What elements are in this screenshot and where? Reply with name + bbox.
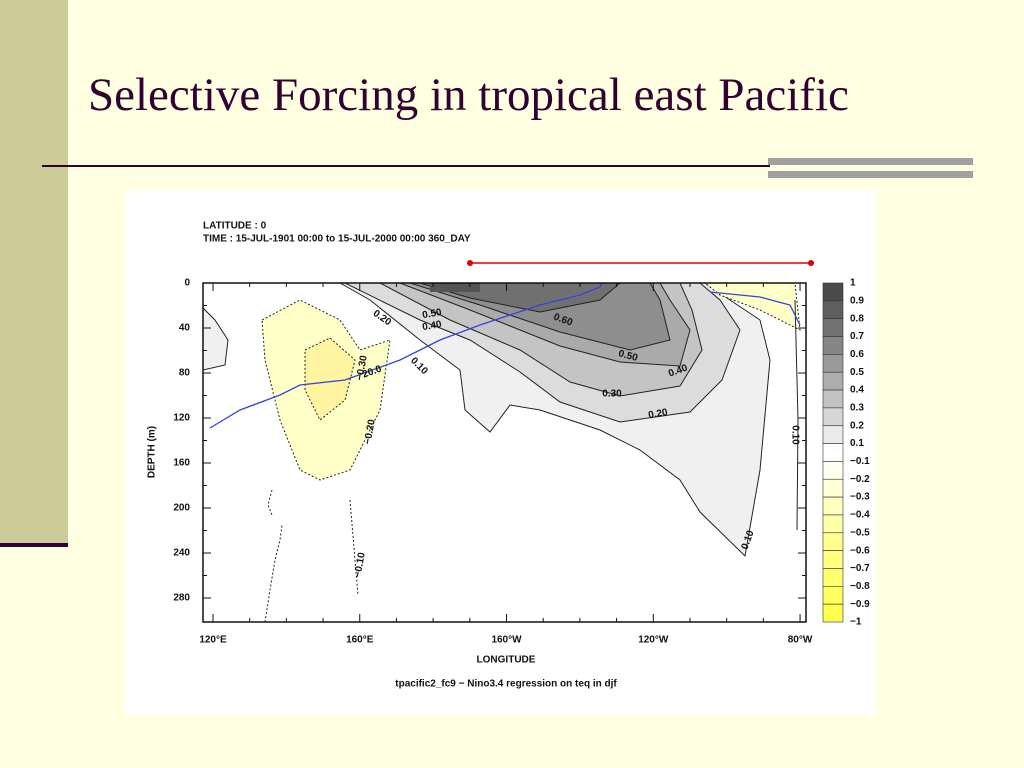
x-tick-label: 120°W [638, 635, 669, 646]
colorbar-label: −0.1 [850, 456, 870, 467]
colorbar-label: −0.8 [850, 581, 870, 592]
colorbar-label: 1 [850, 278, 856, 289]
colorbar-cell [822, 371, 844, 391]
caption: tpacific2_fc9 − Nino3.4 regression on te… [395, 679, 617, 690]
y-axis-label: DEPTH (m) [147, 426, 158, 478]
colorbar-label: 0.8 [850, 313, 864, 324]
colorbar-cell [822, 282, 844, 302]
colorbar-cell [822, 461, 844, 480]
colorbar-label: 0.7 [850, 331, 864, 342]
sidebar-line [0, 543, 68, 547]
colorbar-cell [822, 496, 844, 516]
colorbar-cell [822, 336, 844, 355]
y-tick-label: 120 [173, 413, 190, 424]
colorbar-cell [822, 407, 844, 427]
colorbar-cell [822, 354, 844, 373]
colorbar-label: 0.6 [850, 349, 864, 360]
region [409, 283, 671, 351]
colorbar-cell [822, 425, 844, 444]
colorbar-label: −1 [850, 617, 862, 628]
y-tick-label: 0 [184, 278, 190, 289]
colorbar-cell [822, 389, 844, 409]
contour-label: 0.50 [617, 348, 639, 364]
contour-label: 0.10 [789, 425, 800, 445]
contour-line [264, 489, 359, 622]
x-tick-label: 120°E [199, 635, 227, 646]
region-marker-end [467, 260, 473, 266]
sidebar [0, 0, 68, 545]
colorbar-label: −0.3 [850, 492, 870, 503]
contour-label: 0.20 [647, 407, 669, 421]
contour-label: 0.50 [421, 307, 443, 321]
figure-header: TIME : 15-JUL-1901 00:00 to 15-JUL-2000 … [203, 234, 471, 245]
contour-label: 0.30 [602, 389, 622, 400]
region [203, 307, 229, 371]
y-tick-label: 160 [173, 458, 190, 469]
figure-header: LATITUDE : 0 [203, 221, 267, 232]
colorbar-cell [822, 586, 844, 605]
colorbar-cell [822, 603, 844, 623]
colorbar-cell [822, 478, 844, 498]
colorbar-label: 0.2 [850, 420, 864, 431]
colorbar-cell [822, 300, 844, 319]
colorbar-label: 0.3 [850, 403, 864, 414]
isotherm [209, 283, 801, 429]
y-tick-label: 280 [173, 593, 190, 604]
colorbar-cell [822, 550, 844, 569]
colorbar-cell [822, 568, 844, 587]
region [704, 283, 801, 331]
plot-frame [202, 282, 807, 623]
colorbar-cell [822, 514, 844, 534]
contour-label: −0.20 [363, 418, 378, 445]
contour-label: 0.40 [421, 319, 443, 333]
contour-label: −0.30 [355, 354, 370, 381]
colorbar-cell [822, 443, 844, 462]
colorbar-label: −0.4 [850, 510, 870, 521]
rule-accent [768, 158, 973, 165]
colorbar-label: 0.9 [850, 295, 864, 306]
colorbar-label: −0.7 [850, 563, 870, 574]
y-tick-label: 200 [173, 503, 190, 514]
y-tick-label: 40 [179, 323, 191, 334]
colorbar-label: −0.5 [850, 527, 870, 538]
colorbar-cell [822, 532, 844, 551]
x-tick-label: 160°E [346, 635, 374, 646]
contour-line [794, 299, 799, 531]
colorbar-label: 0.1 [850, 438, 864, 449]
region [304, 337, 356, 421]
colorbar-label: 0.4 [850, 385, 864, 396]
rule-accent [768, 171, 973, 178]
y-tick-label: 240 [173, 548, 190, 559]
x-axis-label: LONGITUDE [477, 655, 536, 666]
colorbar-label: −0.6 [850, 545, 870, 556]
figure: LATITUDE : 0 TIME : 15-JUL-1901 00:00 to… [125, 190, 875, 715]
colorbar-label: −0.9 [850, 599, 870, 610]
colorbar-label: −0.2 [850, 474, 870, 485]
x-tick-label: 80°W [788, 635, 813, 646]
colorbar-label: 0.5 [850, 367, 864, 378]
contour-label: −0.10 [353, 551, 368, 578]
region-marker-end [808, 260, 814, 266]
slide-title: Selective Forcing in tropical east Pacif… [88, 69, 849, 121]
region [430, 283, 480, 292]
y-tick-label: 80 [179, 368, 191, 379]
rule [42, 165, 770, 167]
colorbar-cell [822, 318, 844, 337]
x-tick-label: 160°W [491, 635, 522, 646]
contours [203, 283, 801, 622]
